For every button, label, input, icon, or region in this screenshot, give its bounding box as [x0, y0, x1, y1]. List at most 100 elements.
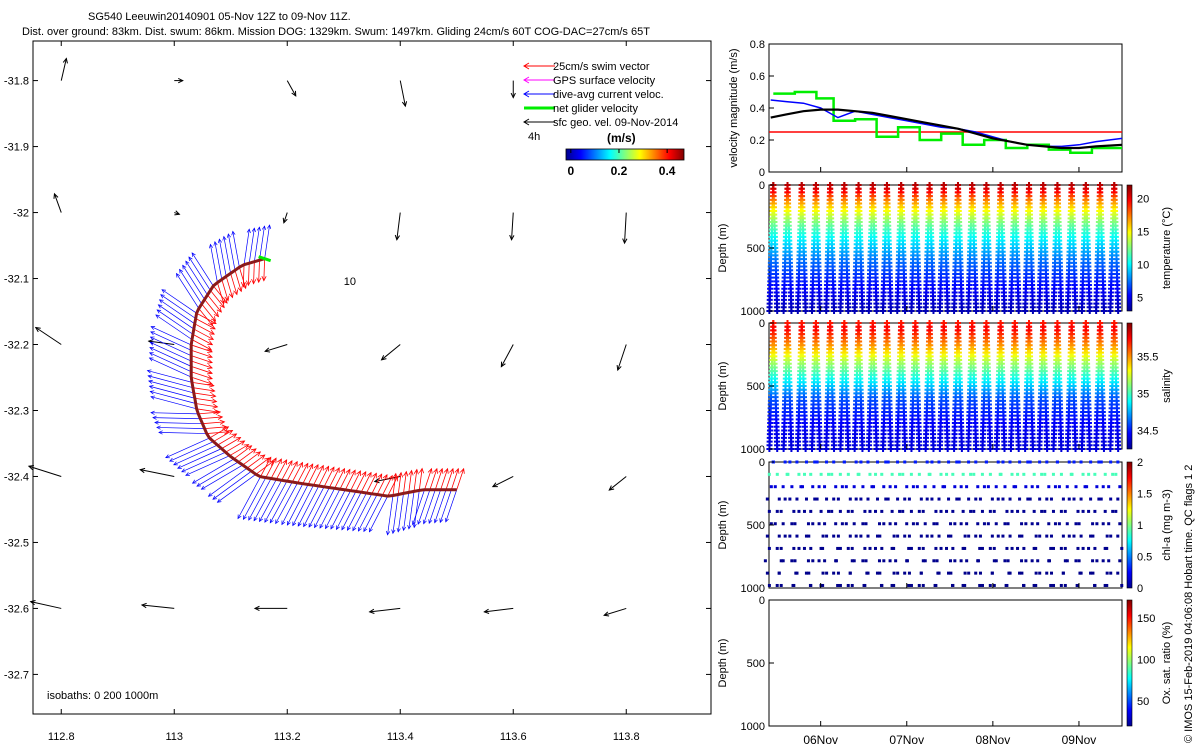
legend-geo: sfc geo. vel. 09-Nov-2014 — [553, 117, 678, 129]
swim-vector — [355, 470, 367, 492]
isobaths-label: isobaths: 0 200 1000m — [47, 690, 158, 702]
chl-point — [836, 497, 840, 501]
depth-y-tick-label: 500 — [747, 658, 765, 670]
chl-point — [1095, 522, 1099, 526]
chl-point — [1118, 485, 1122, 489]
dac-vector — [213, 241, 223, 280]
profile-point — [944, 446, 951, 452]
map-legend: 25cm/s swim vector GPS surface velocity … — [523, 61, 685, 178]
swim-vector — [408, 469, 414, 493]
chl-point — [919, 571, 923, 575]
chl-point — [976, 522, 980, 526]
profile-point — [1044, 308, 1051, 314]
swim-vector — [334, 467, 345, 489]
chl-point — [945, 472, 949, 476]
figure-title-line1: SG540 Leeuwin20140901 05-Nov 12Z to 09-N… — [88, 11, 351, 23]
profile-point — [965, 308, 972, 314]
chl-point — [1038, 497, 1042, 501]
chl-point — [978, 546, 982, 550]
dac-vector — [281, 483, 304, 526]
depth-y-tick-label: 1000 — [741, 721, 765, 733]
chl-point — [817, 559, 821, 563]
profile-point — [887, 446, 894, 452]
chl-point — [980, 583, 984, 587]
chl-point — [1005, 509, 1009, 513]
dac-vector — [226, 233, 236, 271]
chl-point — [1093, 583, 1097, 587]
chl-point — [909, 546, 913, 550]
chl-point — [1049, 583, 1053, 587]
swim-vector — [209, 426, 230, 439]
geo-vector — [500, 344, 514, 368]
chl-point — [984, 460, 988, 464]
dac-vector — [177, 448, 222, 469]
geo-vector — [174, 210, 181, 216]
chl-point — [888, 559, 892, 563]
chl-point — [1091, 534, 1095, 538]
profile-point — [831, 308, 838, 314]
chl-point — [846, 583, 850, 587]
chl-point — [836, 546, 840, 550]
swim-vectors — [191, 258, 465, 497]
profile-point — [1022, 446, 1029, 452]
chl-point — [1081, 509, 1085, 513]
chl-point — [1067, 460, 1071, 464]
dac-vectors — [146, 224, 458, 536]
profile-point — [1093, 308, 1100, 314]
time-tick-label: 06Nov — [803, 733, 838, 747]
chl-point — [1087, 546, 1091, 550]
profile-point — [1058, 308, 1065, 314]
profile-point — [916, 446, 923, 452]
dac-vector — [347, 492, 367, 531]
profile-points — [766, 320, 1122, 452]
chl-point — [992, 546, 996, 550]
chl-point — [890, 472, 894, 476]
chl-point — [832, 460, 836, 464]
dac-vector — [341, 492, 362, 531]
profile-point — [865, 308, 872, 314]
chl-point — [846, 509, 850, 513]
chl-point — [1109, 571, 1113, 575]
chl-point — [935, 559, 939, 563]
dac-vector — [264, 480, 288, 523]
geo-vector — [29, 599, 62, 609]
chl-point — [1059, 546, 1063, 550]
chl-point — [882, 522, 886, 526]
chl-point — [795, 534, 799, 538]
chl-point — [976, 485, 980, 489]
dac-vector — [150, 395, 197, 410]
profile-point — [831, 446, 838, 452]
chl-point — [868, 509, 872, 513]
swim-vector — [195, 403, 219, 409]
map-y-ticks: -31.8 -31.9 -32 -32.1 -32.2 -32.3 -32.4 -32.5 -3… — [4, 76, 711, 681]
map-axes-box — [32, 40, 712, 715]
chl-point — [815, 460, 819, 464]
chl-point — [838, 546, 842, 550]
chl-point — [909, 509, 913, 513]
swim-vector — [323, 466, 335, 487]
chl-point — [974, 497, 978, 501]
profile-point — [794, 446, 801, 452]
chl-point — [797, 509, 801, 513]
swim-vector — [302, 463, 314, 484]
dac-vector — [417, 489, 431, 525]
chl-point — [980, 546, 984, 550]
chl-point — [838, 509, 842, 513]
colorbar-label: Ox. sat. ratio (%) — [1161, 622, 1173, 705]
figure-title-line2: Dist. over ground: 83km. Dist. swum: 86k… — [22, 26, 650, 38]
profile-point — [802, 308, 809, 314]
chl-point — [1020, 559, 1024, 563]
profile-point — [880, 308, 887, 314]
chl-point — [930, 497, 934, 501]
dac-vector — [269, 481, 293, 524]
chl-point — [896, 534, 900, 538]
chl-point — [1077, 522, 1081, 526]
swim-vector — [210, 290, 225, 309]
chl-point — [1028, 460, 1032, 464]
dac-vector — [222, 235, 231, 274]
chl-point — [1018, 497, 1022, 501]
chl-point — [1036, 485, 1040, 489]
colorbar-tick-label: 5 — [1137, 293, 1143, 305]
chl-point — [951, 472, 955, 476]
chl-point — [832, 571, 836, 575]
